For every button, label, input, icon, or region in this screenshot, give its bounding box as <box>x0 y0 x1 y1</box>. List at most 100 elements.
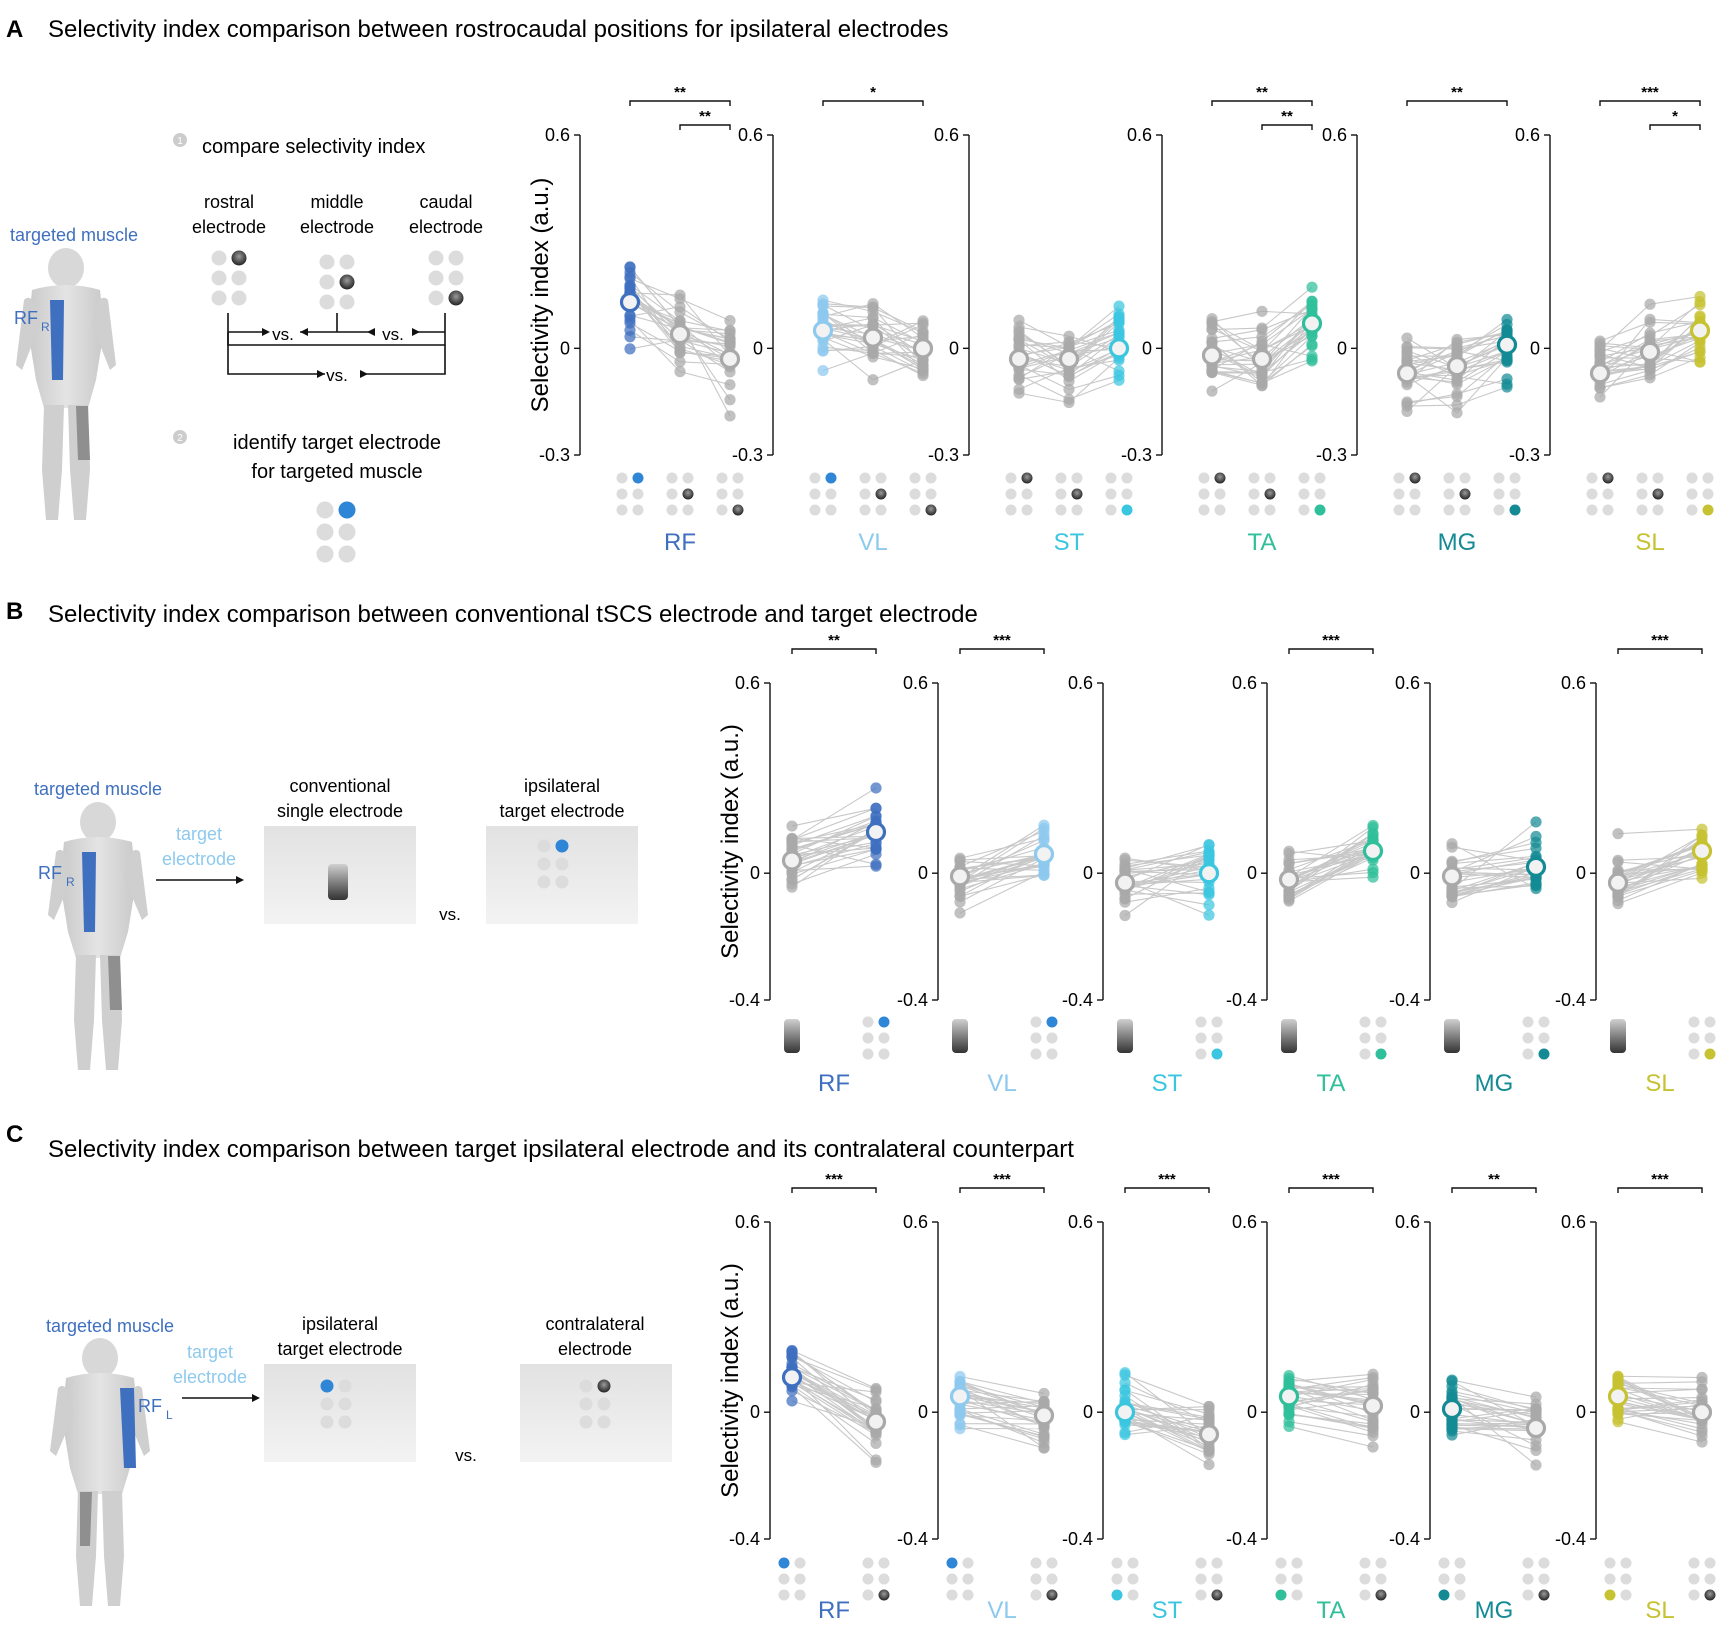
mean-marker <box>1033 844 1055 865</box>
panel-letter: A <box>6 16 23 43</box>
data-point <box>1283 1404 1295 1416</box>
electrode-icon <box>1688 1016 1716 1060</box>
data-point <box>1501 373 1513 385</box>
significance-bracket <box>1261 124 1313 130</box>
y-tick-label: -0.4 <box>1226 1529 1257 1549</box>
electrode-icon <box>909 472 937 516</box>
panel-title: Selectivity index comparison between tar… <box>48 1136 1074 1163</box>
data-point <box>624 343 636 355</box>
pairing-lines <box>1451 1379 1537 1466</box>
data-point <box>870 1394 882 1406</box>
data-point <box>1446 841 1458 853</box>
data-point <box>1644 316 1656 328</box>
data-point <box>1283 848 1295 860</box>
significance-label: *** <box>993 1171 1011 1188</box>
y-tick-label: 0 <box>918 1402 928 1422</box>
data-point <box>1644 327 1656 339</box>
data-point <box>1206 336 1218 348</box>
electrode-icon <box>1493 472 1521 516</box>
panel-a: A Selectivity index comparison between r… <box>6 16 1714 563</box>
significance-label: * <box>1672 108 1678 125</box>
data-point <box>1612 854 1624 866</box>
pairing-lines <box>959 1375 1045 1449</box>
muscle-label: ST <box>1054 529 1085 556</box>
significance-bracket <box>1211 100 1313 106</box>
significance-bracket <box>1617 1187 1703 1193</box>
electrode-icon <box>1522 1557 1550 1601</box>
data-point <box>1401 340 1413 353</box>
data-point <box>724 315 736 327</box>
mean-marker <box>1058 348 1080 370</box>
data-point <box>954 896 966 908</box>
panel-b: B Selectivity index comparison between c… <box>6 598 1716 1097</box>
target-electrode-grid <box>320 1379 352 1429</box>
data-point <box>1038 1428 1050 1440</box>
caudal-label: caudal <box>419 192 472 212</box>
electrode-icon <box>1443 472 1471 516</box>
mean-marker <box>1108 338 1130 359</box>
data-point <box>1530 1444 1542 1456</box>
electrode-icon <box>1248 472 1276 516</box>
data-point <box>1119 1377 1131 1389</box>
data-point <box>624 283 636 295</box>
data-point <box>1594 350 1606 362</box>
electrode-icons <box>1281 1016 1387 1060</box>
y-tick-label: 0.6 <box>1395 673 1420 693</box>
data-point <box>1206 323 1218 336</box>
mean-marker <box>1114 1402 1136 1423</box>
y-tick-label: -0.4 <box>1226 990 1257 1010</box>
y-tick-label: 0.6 <box>735 673 760 693</box>
electrode-icon <box>1688 1557 1716 1601</box>
muscle-sub: R <box>41 320 50 334</box>
data-point <box>1063 396 1075 409</box>
electrode-icon <box>1586 472 1614 516</box>
y-tick-label: 0 <box>560 338 570 358</box>
vs-label: vs. <box>326 366 348 385</box>
chart-sl: 0.6 0 -0.4 *** SL <box>1555 632 1716 1097</box>
mean-marker <box>1689 320 1711 341</box>
targeted-muscle-label: targeted muscle <box>46 1316 174 1336</box>
data-point <box>1594 391 1606 403</box>
data-point <box>1283 857 1295 870</box>
body-figure: targeted muscle RF R <box>10 225 138 520</box>
electrode-icon <box>666 472 694 516</box>
data-point <box>1451 336 1463 348</box>
electrode-icons <box>1198 472 1326 516</box>
mean-marker <box>1033 1405 1055 1426</box>
significance-bracket <box>629 100 731 106</box>
significance-bracket <box>791 648 877 654</box>
data-point <box>817 298 829 310</box>
electrode-icons <box>616 472 744 516</box>
y-axis-label: Selectivity index (a.u.) <box>527 178 554 413</box>
chart-rf: 0.6 0 -0.3 ** ** RF <box>539 84 744 556</box>
significance-label: *** <box>1322 1171 1340 1188</box>
chart-sl: 0.6 0 -0.4 *** SL <box>1555 1171 1716 1624</box>
y-tick-label: 0.6 <box>934 125 959 145</box>
data-point <box>1013 338 1025 351</box>
mean-marker <box>1441 1398 1463 1420</box>
data-point <box>1451 390 1463 403</box>
data-point <box>870 842 882 854</box>
data-point <box>674 366 686 378</box>
electrode-icons <box>1604 1557 1716 1601</box>
pairing-lines <box>1617 828 1703 905</box>
data-point <box>1203 899 1215 911</box>
y-tick-label: 0.6 <box>545 125 570 145</box>
significance-label: ** <box>699 108 711 125</box>
y-tick-label: -0.4 <box>1389 990 1420 1010</box>
y-tick-label: -0.3 <box>732 445 763 465</box>
electrode-icons <box>1586 472 1714 516</box>
chart-vl: 0.6 0 -0.3 * VL <box>732 84 937 556</box>
conventional-electrode-icon <box>1281 1019 1297 1053</box>
y-tick-label: 0 <box>1083 863 1093 883</box>
data-point <box>1451 374 1463 386</box>
rostral-electrode-grid <box>211 250 247 306</box>
y-tick-label: 0 <box>1142 338 1152 358</box>
data-point <box>1696 1371 1708 1384</box>
body-figure: targeted muscle RF R <box>34 779 162 1070</box>
pairing-lines <box>1451 821 1537 904</box>
data-point <box>1256 370 1268 382</box>
significance-label: ** <box>674 84 686 101</box>
electrode-icon <box>1359 1557 1387 1601</box>
y-tick-label: -0.4 <box>1062 1529 1093 1549</box>
